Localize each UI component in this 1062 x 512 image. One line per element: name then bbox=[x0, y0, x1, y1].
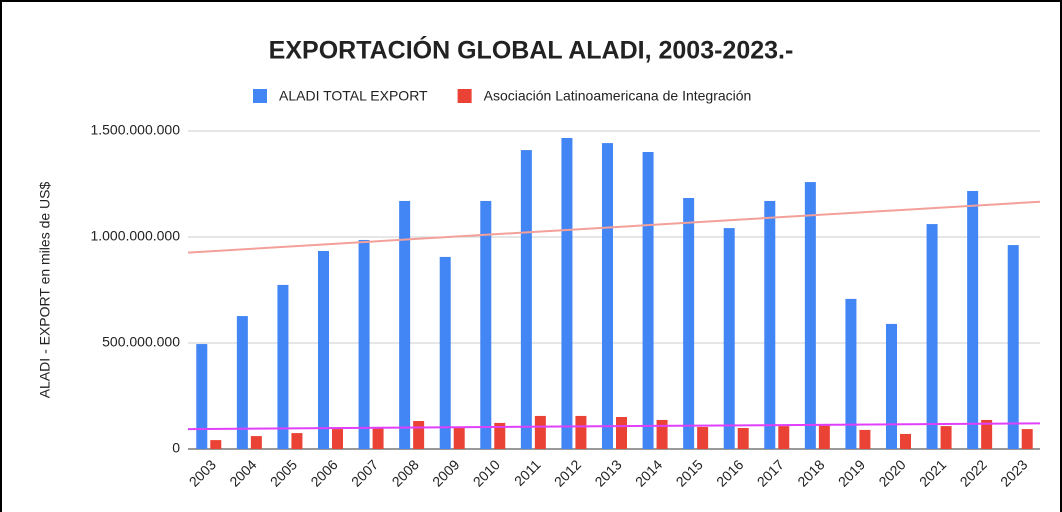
bar bbox=[250, 436, 262, 449]
bar bbox=[900, 433, 911, 449]
trendline bbox=[187, 200, 1041, 254]
bar bbox=[656, 419, 668, 449]
bar bbox=[399, 200, 411, 449]
bar bbox=[196, 344, 208, 449]
bar bbox=[981, 419, 993, 449]
bar bbox=[561, 137, 573, 449]
chart-title: EXPORTACIÓN GLOBAL ALADI, 2003-2023.- bbox=[269, 35, 794, 65]
bar bbox=[1021, 429, 1033, 449]
bar bbox=[778, 426, 790, 449]
bar bbox=[520, 150, 532, 449]
bar bbox=[642, 151, 654, 449]
y-tick-label: 1.500.000.000 bbox=[90, 122, 180, 138]
y-tick-label: 0 bbox=[172, 440, 180, 456]
bar bbox=[737, 428, 749, 449]
bar bbox=[358, 239, 370, 449]
bar bbox=[575, 415, 587, 449]
bar bbox=[859, 429, 871, 449]
bar bbox=[683, 197, 695, 449]
bar bbox=[804, 182, 816, 450]
legend-label: ALADI TOTAL EXPORT bbox=[279, 88, 428, 104]
bar bbox=[413, 421, 425, 449]
y-axis-label: ALADI - EXPORT en miles de US$ bbox=[37, 182, 53, 399]
bar bbox=[926, 224, 938, 449]
y-tick-label: 500.000.000 bbox=[102, 334, 180, 350]
bar bbox=[210, 440, 222, 449]
legend-swatch bbox=[457, 89, 472, 103]
bar bbox=[236, 316, 248, 449]
bar bbox=[845, 298, 857, 449]
trendline bbox=[187, 422, 1041, 431]
bar bbox=[372, 426, 384, 449]
bar bbox=[723, 228, 735, 449]
bar bbox=[318, 250, 329, 449]
bar bbox=[534, 415, 546, 449]
bar bbox=[940, 426, 952, 449]
bar bbox=[967, 190, 979, 449]
legend-label: Asociación Latinoamericana de Integració… bbox=[484, 88, 752, 104]
bar bbox=[764, 200, 776, 449]
bar bbox=[818, 423, 830, 449]
bar bbox=[332, 429, 343, 449]
bar bbox=[494, 422, 506, 449]
bar bbox=[602, 143, 613, 450]
bar bbox=[1007, 245, 1019, 449]
bar bbox=[291, 433, 303, 449]
y-tick-label: 1.000.000.000 bbox=[90, 228, 180, 244]
bar bbox=[277, 284, 289, 449]
bar bbox=[453, 428, 465, 449]
bar bbox=[616, 416, 627, 449]
legend-swatch bbox=[253, 89, 267, 103]
bar bbox=[697, 426, 709, 449]
bar bbox=[886, 323, 897, 449]
bar bbox=[480, 200, 492, 449]
bar bbox=[439, 256, 451, 449]
